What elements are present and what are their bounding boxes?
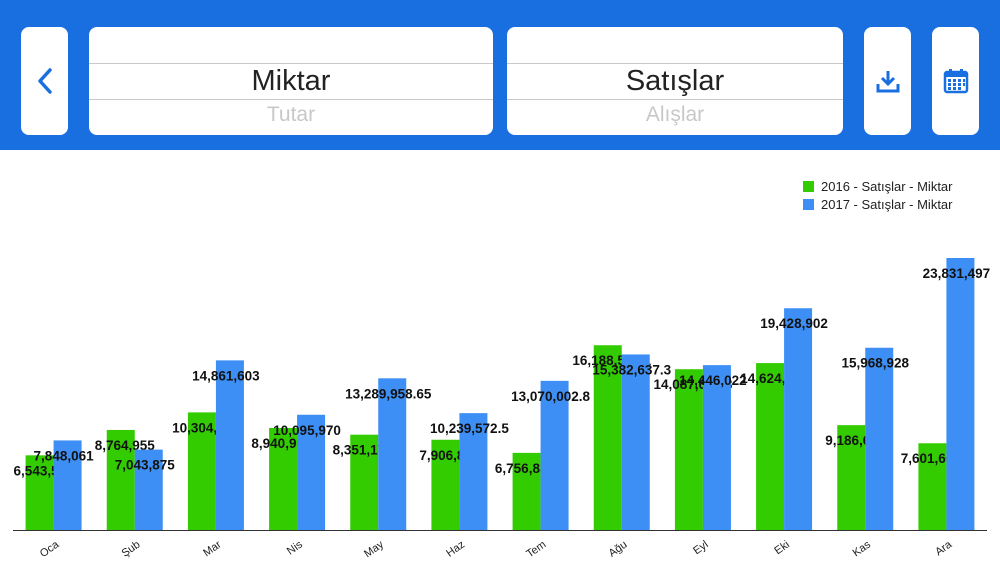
download-button[interactable] <box>864 27 911 135</box>
bar-2016-8[interactable] <box>593 345 622 530</box>
metric-picker[interactable]: Miktar Tutar <box>89 27 493 135</box>
bar-2016-5[interactable] <box>350 434 379 530</box>
x-tick-label: Mar <box>201 538 224 559</box>
bar-2016-1[interactable] <box>25 455 54 530</box>
calendar-icon <box>943 69 968 94</box>
bar-2017-3[interactable] <box>215 360 244 530</box>
x-tick-label: Kas <box>851 538 874 559</box>
metric-picker-selected[interactable]: Miktar <box>251 64 331 97</box>
x-tick-label: Ara <box>933 538 955 558</box>
type-picker-selected[interactable]: Satışlar <box>625 64 725 97</box>
x-tick-label: May <box>362 538 386 560</box>
type-picker[interactable]: Satışlar Alışlar <box>507 27 843 135</box>
x-tick-label: Eyl <box>691 539 710 558</box>
chart-legend: 2016 - Satışlar - Miktar 2017 - Satışlar… <box>803 177 953 213</box>
bar-2016-9[interactable] <box>674 369 703 530</box>
bar-2017-5[interactable] <box>378 378 407 530</box>
data-label-2017-7: 13,070,002.8 <box>511 389 590 404</box>
bar-2017-11[interactable] <box>865 347 894 530</box>
legend-swatch <box>803 198 814 210</box>
bar-2017-12[interactable] <box>946 258 975 530</box>
data-label-2017-5: 13,289,958.65 <box>345 386 432 401</box>
legend-label: 2017 - Satışlar - Miktar <box>821 196 953 212</box>
bar-2017-6[interactable] <box>459 413 488 530</box>
legend-swatch <box>803 180 814 192</box>
x-tick-label: Eki <box>772 539 791 558</box>
data-label-2017-3: 14,861,603 <box>192 368 260 383</box>
bar-2017-9[interactable] <box>702 365 731 530</box>
bar-2016-11[interactable] <box>837 425 866 530</box>
data-label-2017-12: 23,831,497 <box>923 266 991 281</box>
metric-picker-next-option[interactable]: Tutar <box>266 103 316 126</box>
bar-2016-4[interactable] <box>269 427 298 530</box>
picker-divider <box>507 63 843 64</box>
back-button[interactable] <box>21 27 68 135</box>
x-tick-label: Nis <box>285 538 305 557</box>
picker-divider <box>89 63 493 64</box>
top-toolbar: Miktar Tutar Satışlar Alışlar <box>0 0 1000 150</box>
bar-2016-12[interactable] <box>918 443 947 530</box>
picker-divider <box>89 99 493 100</box>
x-tick-label: Ağu <box>607 539 630 560</box>
x-tick-label: Şub <box>120 539 143 560</box>
data-label-2017-2: 7,043,875 <box>115 458 176 473</box>
x-tick-label: Oca <box>38 538 62 560</box>
x-tick-label: Tem <box>524 539 548 561</box>
bar-2017-10[interactable] <box>784 308 813 530</box>
x-tick-label: Haz <box>444 539 467 560</box>
bar-2017-8[interactable] <box>621 354 650 530</box>
calendar-button[interactable] <box>932 27 979 135</box>
bar-2017-7[interactable] <box>540 380 569 530</box>
legend-item-2016: 2016 - Satışlar - Miktar <box>803 177 953 195</box>
type-picker-next-option[interactable]: Alışlar <box>645 103 705 126</box>
bar-2016-7[interactable] <box>512 452 541 530</box>
bar-2016-2[interactable] <box>106 429 135 530</box>
bar-chart: 6,543,5037,848,061Oca8,764,9557,043,875Ş… <box>13 258 991 561</box>
data-label-2017-4: 10,095,970 <box>273 423 341 438</box>
data-label-2017-9: 14,446,022 <box>679 373 747 388</box>
bar-2017-1[interactable] <box>53 440 82 530</box>
legend-item-2017: 2017 - Satışlar - Miktar <box>803 195 953 213</box>
download-icon <box>876 71 899 93</box>
data-label-2017-6: 10,239,572.5 <box>430 421 509 436</box>
data-label-2017-1: 7,848,061 <box>34 448 95 463</box>
chevron-left-icon <box>37 68 52 94</box>
bar-2016-3[interactable] <box>187 412 216 530</box>
bar-2016-10[interactable] <box>756 363 785 530</box>
bar-2017-4[interactable] <box>297 414 326 530</box>
legend-label: 2016 - Satışlar - Miktar <box>821 178 953 194</box>
bar-2016-6[interactable] <box>431 439 460 530</box>
picker-divider <box>507 99 843 100</box>
data-label-2017-11: 15,968,928 <box>841 356 909 371</box>
bar-2017-2[interactable] <box>134 449 163 530</box>
data-label-2017-8: 15,382,637.3 <box>592 362 671 377</box>
data-label-2016-2: 8,764,955 <box>95 438 156 453</box>
data-label-2017-10: 19,428,902 <box>760 316 828 331</box>
